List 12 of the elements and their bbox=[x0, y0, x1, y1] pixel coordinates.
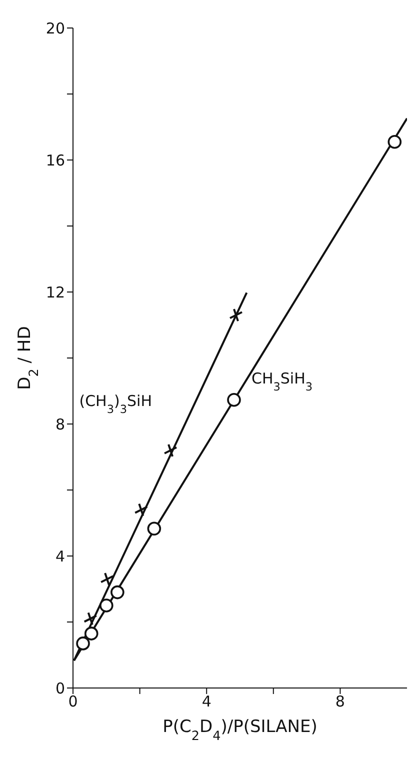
series-label: CH$_{3}$SiH$_{3}$ bbox=[251, 369, 313, 393]
y-tick-label: 16 bbox=[46, 151, 65, 170]
x-tick-label: 8 bbox=[335, 692, 345, 711]
y-tick-label: 20 bbox=[46, 19, 65, 38]
y-tick-label: 12 bbox=[46, 283, 65, 302]
x-tick-label: 0 bbox=[68, 692, 78, 711]
y-tick-label: 4 bbox=[55, 547, 65, 566]
x-axis-title: P(C$_{2}$D$_{4}$)/P(SILANE) bbox=[162, 717, 318, 744]
y-tick-label: 0 bbox=[55, 679, 65, 698]
x-tick-label: 4 bbox=[202, 692, 212, 711]
y-tick-label: 8 bbox=[55, 415, 65, 434]
text: (CH$_{3}$)$_{3}$SiH bbox=[79, 392, 152, 416]
